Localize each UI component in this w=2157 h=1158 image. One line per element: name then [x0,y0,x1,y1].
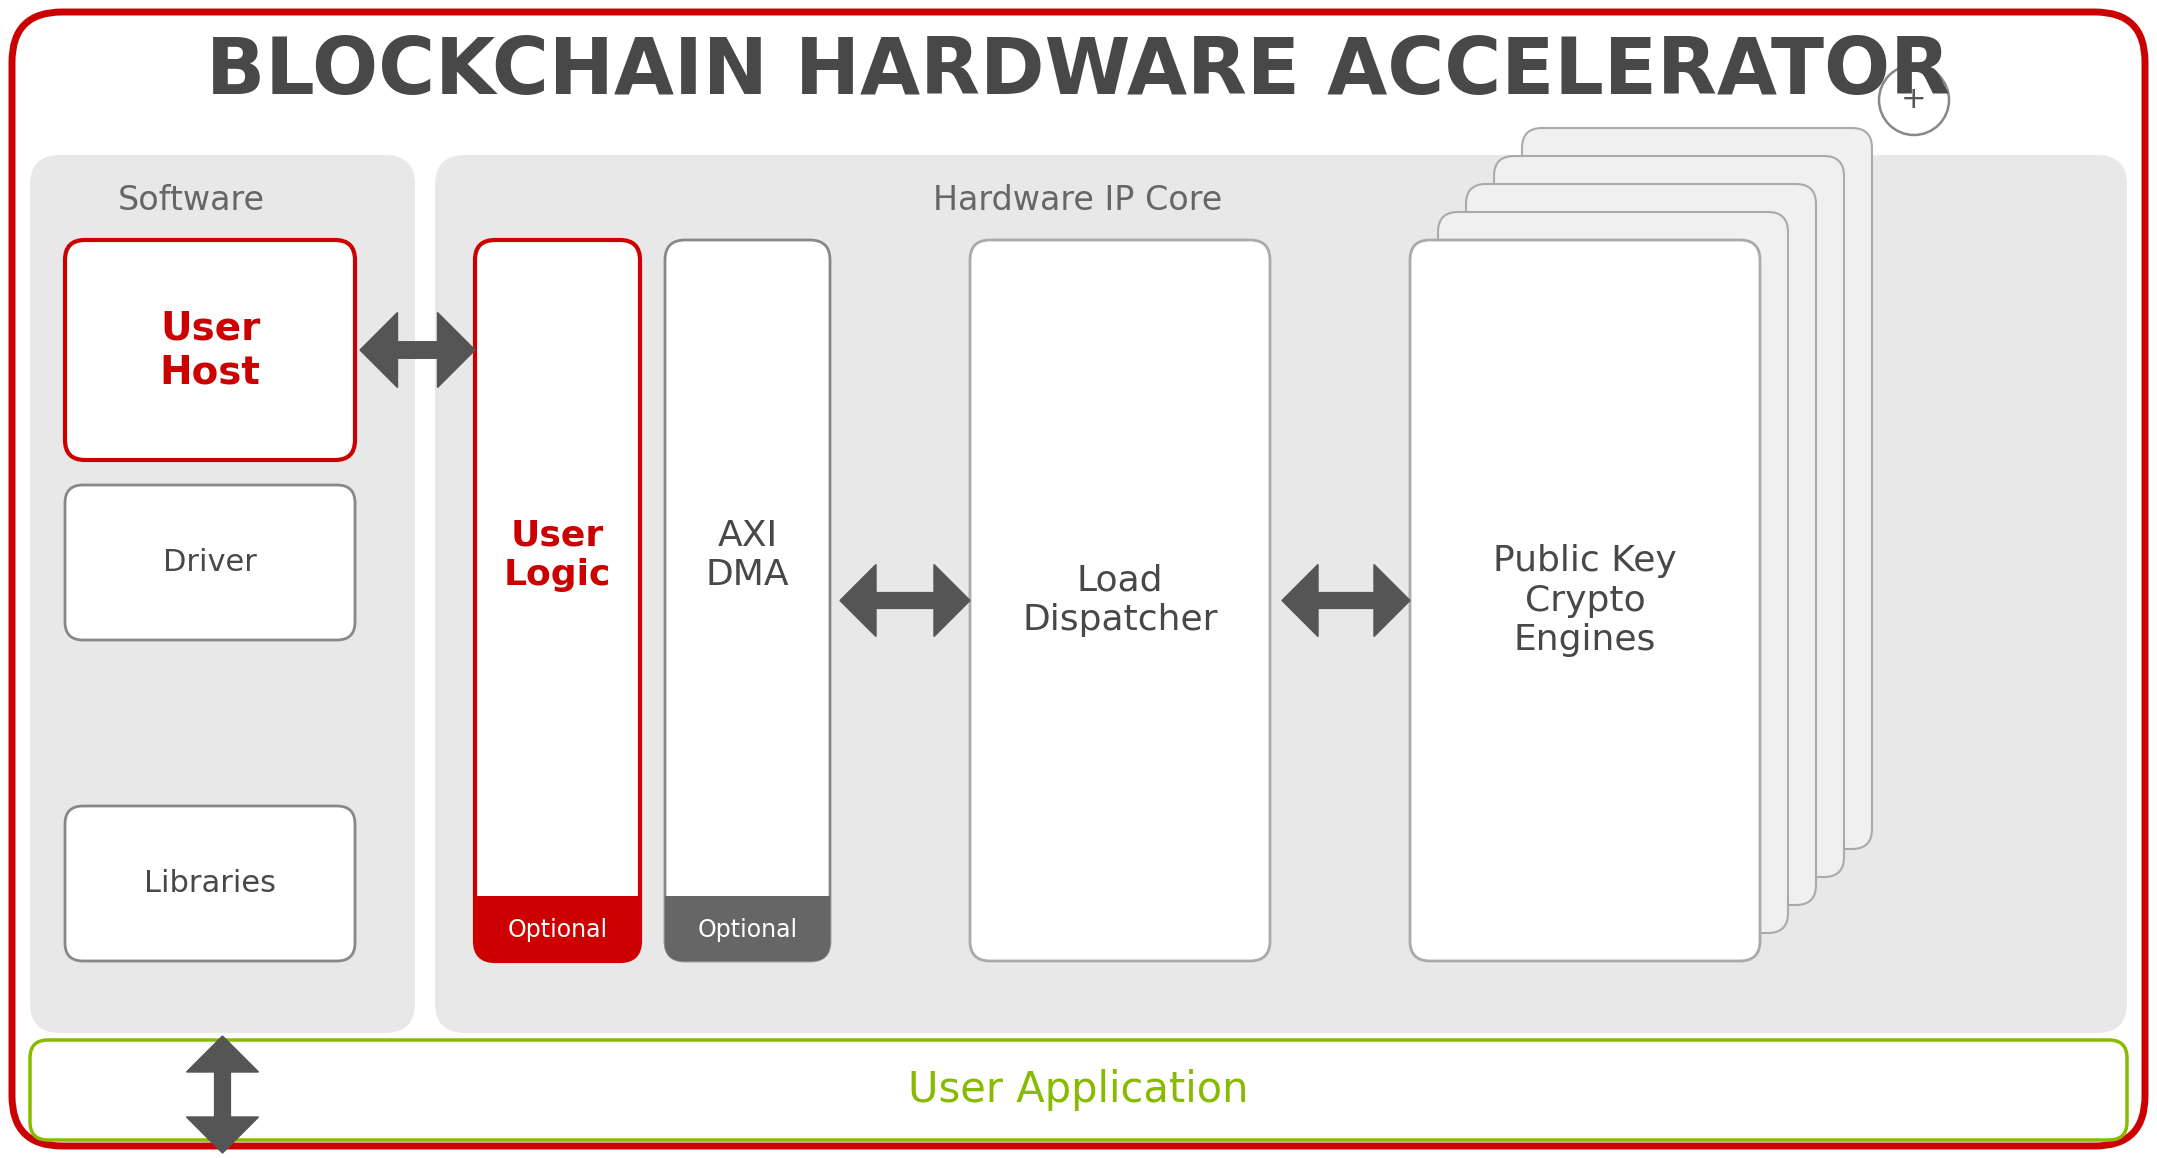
FancyBboxPatch shape [475,240,641,961]
FancyBboxPatch shape [30,155,414,1033]
Text: +: + [1900,86,1926,115]
Text: User Application: User Application [908,1069,1249,1111]
FancyBboxPatch shape [971,240,1270,961]
Polygon shape [186,1036,259,1153]
FancyBboxPatch shape [1495,156,1844,877]
Text: BLOCKCHAIN HARDWARE ACCELERATOR: BLOCKCHAIN HARDWARE ACCELERATOR [207,34,1950,110]
FancyBboxPatch shape [1439,212,1788,933]
Polygon shape [360,313,475,388]
FancyBboxPatch shape [65,485,356,640]
Text: Optional: Optional [507,918,608,941]
Polygon shape [1281,564,1411,637]
FancyBboxPatch shape [30,1040,2127,1139]
FancyBboxPatch shape [664,240,830,961]
FancyBboxPatch shape [13,12,2144,1146]
FancyBboxPatch shape [475,896,641,936]
Text: User
Logic: User Logic [505,519,610,592]
Text: Public Key
Crypto
Engines: Public Key Crypto Engines [1493,544,1676,657]
FancyBboxPatch shape [475,899,641,961]
Text: Optional: Optional [697,918,798,941]
Text: Software: Software [119,183,265,217]
Text: Libraries: Libraries [145,868,276,897]
Polygon shape [839,564,971,637]
Text: User
Host: User Host [160,309,261,391]
Text: AXI
DMA: AXI DMA [705,519,789,592]
Circle shape [1879,65,1950,135]
FancyBboxPatch shape [1523,129,1872,849]
FancyBboxPatch shape [436,155,2127,1033]
FancyBboxPatch shape [65,806,356,961]
FancyBboxPatch shape [664,899,830,961]
FancyBboxPatch shape [664,896,830,936]
FancyBboxPatch shape [65,240,356,460]
Text: Load
Dispatcher: Load Dispatcher [1022,564,1219,637]
FancyBboxPatch shape [1411,240,1760,961]
Text: Hardware IP Core: Hardware IP Core [934,183,1223,217]
FancyBboxPatch shape [1467,184,1816,906]
Text: Driver: Driver [164,548,257,577]
